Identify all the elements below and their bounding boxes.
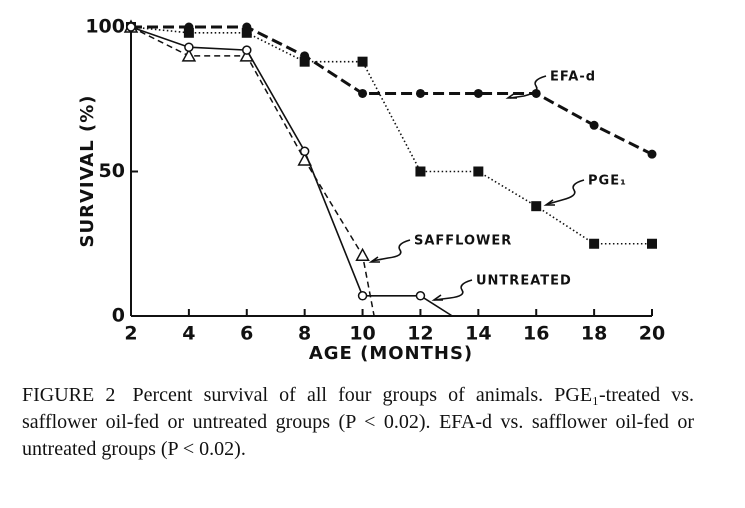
x-tick-label: 12 [407, 323, 433, 345]
x-axis-label: AGE (MONTHS) [309, 343, 473, 364]
x-tick-label: 8 [298, 323, 311, 345]
arrowhead [505, 92, 517, 99]
marker [357, 56, 368, 67]
x-tick-label: 18 [581, 323, 607, 345]
marker [358, 88, 368, 98]
y-tick-label: 50 [99, 160, 125, 182]
x-tick-label: 10 [349, 323, 375, 345]
arrow [371, 239, 411, 262]
series-label: EFA-d [550, 70, 596, 85]
annotation-arrows [368, 75, 585, 301]
marker [473, 166, 484, 177]
y-axis-label: SURVIVAL (%) [77, 95, 98, 248]
arrow [547, 179, 585, 205]
marker [242, 45, 252, 55]
series-label: SAFFLOWER [414, 234, 512, 249]
caption-label: FIGURE 2 [22, 384, 116, 406]
chart: SURVIVAL (%) AGE (MONTHS) EFA-d PGE₁ SAF… [77, 16, 665, 365]
series-line [130, 26, 375, 317]
marker [355, 247, 370, 262]
series-line [130, 26, 652, 245]
marker [241, 27, 252, 38]
series-label: PGE₁ [588, 174, 627, 189]
marker [531, 88, 541, 98]
marker [415, 166, 426, 177]
marker [473, 88, 483, 98]
x-tick-label: 14 [465, 323, 491, 345]
arrowhead [543, 199, 555, 206]
marker [589, 120, 599, 130]
y-tick-label: 100 [85, 16, 125, 38]
caption: FIGURE 2 Percent survival of all four gr… [22, 382, 694, 463]
x-tick-label: 2 [124, 323, 137, 345]
marker [126, 22, 136, 32]
marker [299, 146, 310, 157]
x-tick-label: 16 [523, 323, 549, 345]
marker [183, 27, 194, 38]
arrowhead [368, 256, 380, 263]
y-tick-label: 0 [112, 305, 125, 327]
series-line [130, 26, 453, 317]
series-label: UNTREATED [476, 274, 572, 289]
marker [415, 291, 426, 301]
marker [357, 291, 368, 301]
caption-text: Percent survival of all four groups of a… [22, 384, 695, 460]
marker [299, 56, 310, 67]
marker [647, 149, 657, 159]
arrow [433, 279, 473, 301]
marker [184, 42, 194, 52]
arrowhead [431, 294, 443, 301]
x-tick-label: 20 [639, 323, 665, 345]
marker [589, 238, 600, 249]
marker [531, 201, 542, 212]
marker [181, 48, 197, 62]
marker [415, 88, 425, 98]
x-tick-label: 6 [240, 323, 253, 345]
marker [647, 238, 657, 249]
x-tick-label: 4 [182, 323, 195, 345]
series-line [131, 25, 653, 156]
